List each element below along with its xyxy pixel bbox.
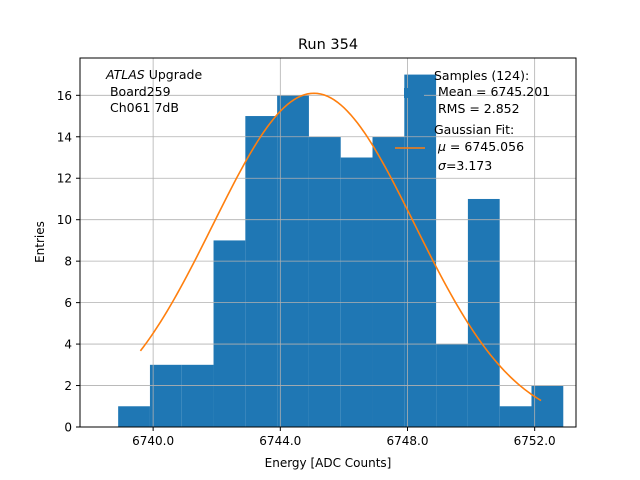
y-tick-label: 14 xyxy=(57,130,72,144)
histogram-bars xyxy=(118,74,564,428)
x-tick-label: 6740.0 xyxy=(132,434,174,448)
atlas-upgrade-text: ATLAS Upgrade xyxy=(105,67,202,82)
sigma-value: =3.173 xyxy=(446,158,492,173)
atlas-annotation: ATLAS Upgrade Board259 Ch061 7dB xyxy=(105,67,202,115)
histogram-bar xyxy=(181,364,214,427)
y-axis-ticks: 0 2 4 6 8 10 12 14 16 xyxy=(57,89,80,435)
legend-samples-mean: Mean = 6745.201 xyxy=(434,84,550,99)
legend-fit-mu: μ = 6745.056 xyxy=(437,139,524,154)
histogram-bar xyxy=(213,240,246,427)
y-tick-label: 6 xyxy=(64,296,72,310)
histogram-bar xyxy=(245,116,278,427)
y-tick-label: 0 xyxy=(64,421,72,435)
histogram-bar xyxy=(404,74,437,428)
histogram-bar xyxy=(372,136,405,428)
y-tick-label: 2 xyxy=(64,379,72,393)
y-tick-label: 10 xyxy=(57,213,72,227)
histogram-bar xyxy=(308,136,341,428)
y-axis-label: Entries xyxy=(33,221,47,263)
legend-samples-title: Samples (124): xyxy=(434,68,529,83)
mu-value: = 6745.056 xyxy=(446,139,524,154)
mu-symbol: μ xyxy=(437,139,446,154)
histogram-bar xyxy=(531,385,564,427)
histogram-bar xyxy=(118,406,150,427)
legend-fit-title: Gaussian Fit: xyxy=(434,122,514,137)
sigma-symbol: σ xyxy=(438,158,447,173)
gaussian-fit-curve xyxy=(139,92,542,402)
board-label: Board259 xyxy=(106,84,171,99)
y-tick-label: 4 xyxy=(64,338,72,352)
x-tick-label: 6748.0 xyxy=(386,434,428,448)
legend-fit-sigma: σ=3.173 xyxy=(438,158,492,173)
channel-label: Ch061 7dB xyxy=(106,100,179,115)
histogram-bar xyxy=(340,157,373,427)
axes-frame xyxy=(79,57,577,428)
histogram-bar xyxy=(499,406,532,427)
atlas-label: ATLAS xyxy=(105,67,145,82)
x-axis-ticks: 6740.0 6744.0 6748.0 6752.0 xyxy=(132,427,556,448)
x-axis-label: Energy [ADC Counts] xyxy=(265,456,392,470)
y-tick-label: 12 xyxy=(57,172,72,186)
y-tick-label: 8 xyxy=(64,255,72,269)
chart-title: Run 354 xyxy=(298,37,358,53)
upgrade-label: Upgrade xyxy=(145,67,203,82)
legend-samples-rms: RMS = 2.852 xyxy=(434,101,520,116)
x-tick-label: 6752.0 xyxy=(514,434,556,448)
histogram-bar xyxy=(149,364,182,427)
legend-samples-swatch xyxy=(404,88,424,98)
y-tick-label: 16 xyxy=(57,89,72,103)
legend: Samples (124): Mean = 6745.201 RMS = 2.8… xyxy=(395,68,550,173)
histogram-bar xyxy=(467,198,500,427)
x-tick-label: 6744.0 xyxy=(259,434,301,448)
